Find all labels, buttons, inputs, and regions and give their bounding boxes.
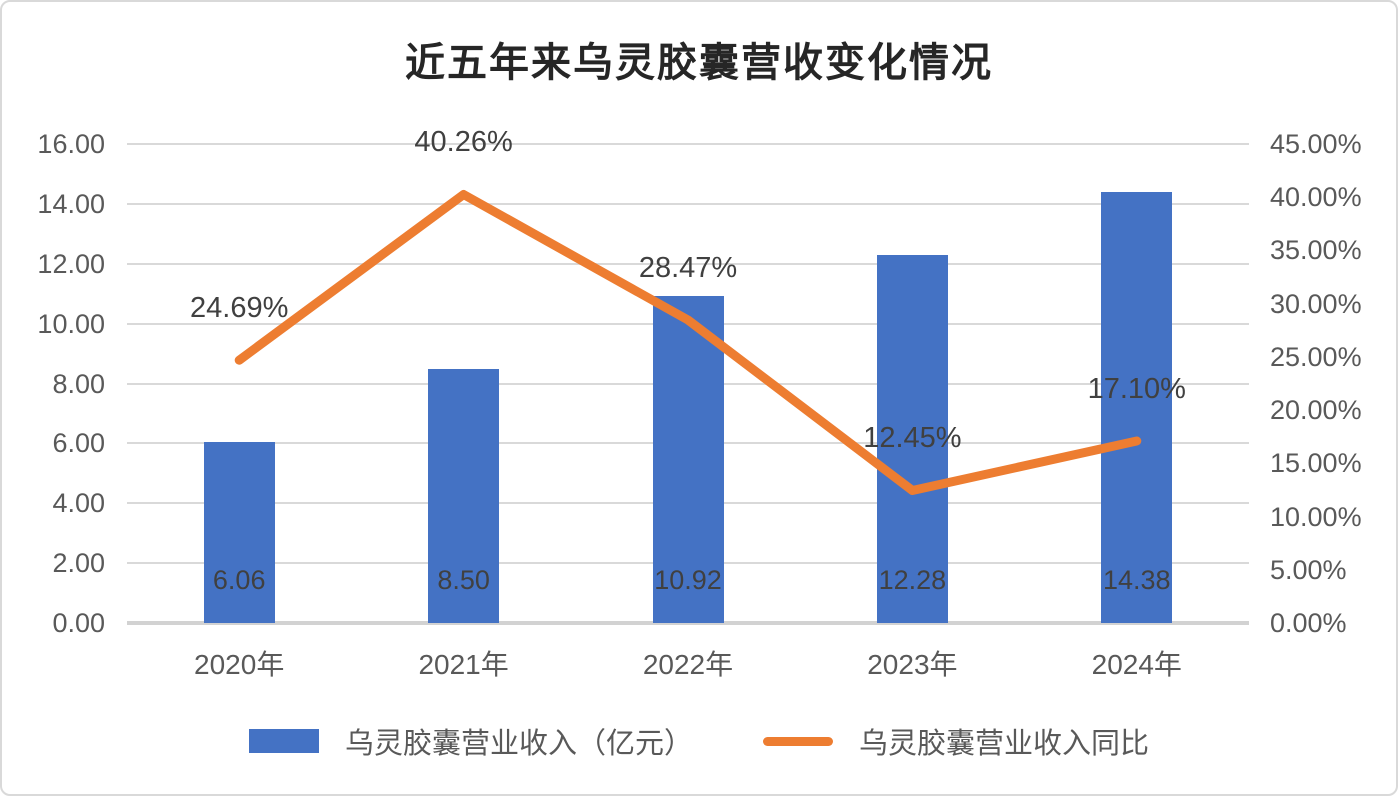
right-y-axis-tick: 45.00% <box>1270 129 1362 159</box>
line-series-label: 乌灵胶囊营业收入同比 <box>859 728 1150 760</box>
right-y-axis-tick: 35.00% <box>1270 235 1362 266</box>
bar-value-label: 10.92 <box>654 565 722 595</box>
left-y-axis-tick: 16.00 <box>37 129 105 159</box>
left-y-axis-tick: 0.00 <box>52 608 105 638</box>
gridline <box>127 143 1249 145</box>
x-axis-label: 2024年 <box>1091 649 1182 680</box>
line-point-label: 12.45% <box>863 422 962 455</box>
line-point-label: 40.26% <box>414 126 513 159</box>
bar-value-label: 6.06 <box>212 565 266 595</box>
bar-series-label: 乌灵胶囊营业收入（亿元） <box>344 728 693 760</box>
left-y-axis-tick: 4.00 <box>52 488 105 519</box>
line-point-label: 28.47% <box>638 251 738 284</box>
right-y-axis-tick: 30.00% <box>1270 288 1362 319</box>
x-axis-label: 2022年 <box>642 649 734 680</box>
right-y-axis-tick: 10.00% <box>1270 501 1362 532</box>
right-y-axis-tick: 20.00% <box>1270 395 1362 426</box>
x-axis-baseline <box>127 621 1249 625</box>
left-y-axis-tick: 2.00 <box>52 548 105 579</box>
legend-item-growth: 乌灵胶囊营业收入同比 <box>763 720 1149 762</box>
right-y-axis-tick: 25.00% <box>1270 341 1362 372</box>
left-y-axis-tick: 10.00 <box>37 308 105 339</box>
legend: 乌灵胶囊营业收入（亿元） 乌灵胶囊营业收入同比 <box>2 720 1396 762</box>
legend-item-revenue: 乌灵胶囊营业收入（亿元） <box>248 720 693 762</box>
right-y-axis-tick: 15.00% <box>1270 448 1362 479</box>
bar-value-label: 8.50 <box>437 565 490 595</box>
x-axis-label: 2020年 <box>194 649 285 680</box>
x-axis-label: 2023年 <box>867 649 958 680</box>
bar-series-swatch <box>248 729 319 753</box>
right-y-axis-tick: 0.00% <box>1270 608 1347 638</box>
right-y-axis-tick: 40.00% <box>1270 182 1362 213</box>
chart-title: 近五年来乌灵胶囊营收变化情况 <box>405 41 993 85</box>
left-y-axis-tick: 6.00 <box>52 428 105 459</box>
left-y-axis-tick: 12.00 <box>37 248 105 279</box>
line-series-swatch <box>763 736 833 746</box>
bar <box>1101 192 1173 623</box>
bar-value-label: 12.28 <box>878 565 947 595</box>
x-axis-label: 2021年 <box>418 649 509 680</box>
line-point-label: 24.69% <box>190 292 289 325</box>
bar-value-label: 14.38 <box>1103 565 1171 595</box>
gridline <box>127 202 1249 205</box>
left-y-axis-tick: 8.00 <box>52 368 105 399</box>
line-point-label: 17.10% <box>1087 372 1186 405</box>
left-y-axis-tick: 14.00 <box>37 188 105 219</box>
right-y-axis-tick: 5.00% <box>1270 554 1347 585</box>
